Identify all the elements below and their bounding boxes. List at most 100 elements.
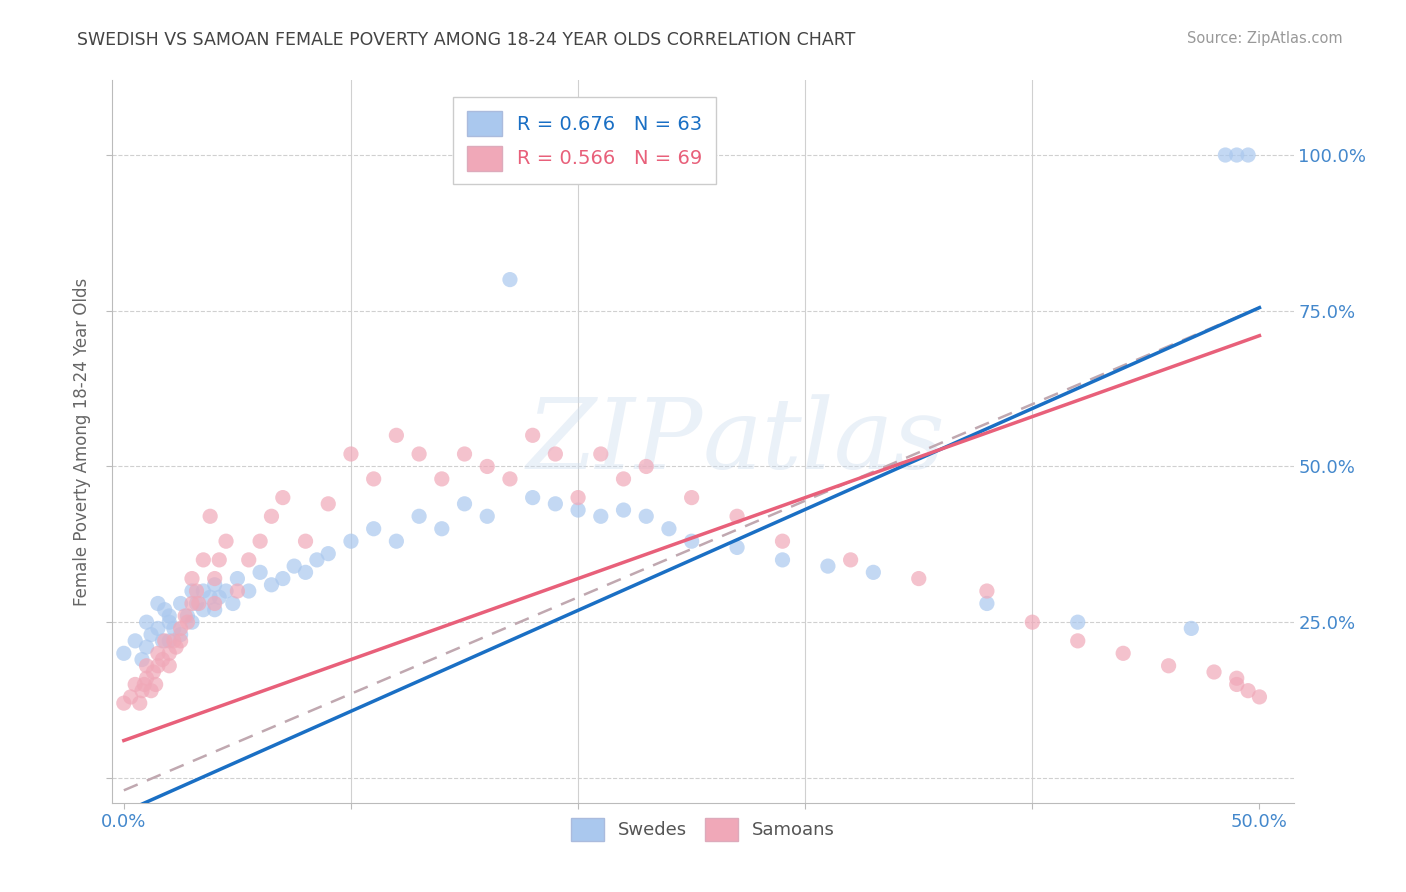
Point xyxy=(145,677,167,691)
Point xyxy=(146,646,169,660)
Point xyxy=(157,658,180,673)
Point xyxy=(215,584,238,599)
Point xyxy=(139,683,162,698)
Point xyxy=(198,509,221,524)
Point xyxy=(1249,690,1271,704)
Point xyxy=(222,597,245,611)
Point xyxy=(567,491,589,505)
Point xyxy=(1067,633,1090,648)
Point xyxy=(363,472,385,486)
Point xyxy=(271,572,294,586)
Point xyxy=(772,534,794,549)
Point xyxy=(862,566,884,580)
Point xyxy=(157,633,180,648)
Point xyxy=(1202,665,1225,679)
Point xyxy=(681,491,703,505)
Point xyxy=(499,272,522,286)
Point xyxy=(181,615,204,630)
Point xyxy=(139,627,162,641)
Point xyxy=(522,491,544,505)
Point xyxy=(316,497,339,511)
Point xyxy=(193,584,215,599)
Point xyxy=(340,447,363,461)
Y-axis label: Female Poverty Among 18-24 Year Olds: Female Poverty Among 18-24 Year Olds xyxy=(73,277,91,606)
Point xyxy=(131,683,153,698)
Point xyxy=(215,534,238,549)
Point xyxy=(1226,671,1249,685)
Point xyxy=(152,633,174,648)
Text: SWEDISH VS SAMOAN FEMALE POVERTY AMONG 18-24 YEAR OLDS CORRELATION CHART: SWEDISH VS SAMOAN FEMALE POVERTY AMONG 1… xyxy=(77,31,856,49)
Point xyxy=(208,553,231,567)
Point xyxy=(169,597,191,611)
Point xyxy=(453,447,475,461)
Point xyxy=(249,534,271,549)
Point xyxy=(658,522,681,536)
Point xyxy=(260,509,283,524)
Point xyxy=(146,658,169,673)
Point xyxy=(165,640,187,654)
Point xyxy=(142,665,165,679)
Point xyxy=(157,609,180,624)
Point xyxy=(226,572,249,586)
Point xyxy=(186,584,208,599)
Point xyxy=(1112,646,1135,660)
Point xyxy=(1226,148,1249,162)
Point xyxy=(238,584,260,599)
Point xyxy=(976,597,998,611)
Point xyxy=(522,428,544,442)
Point xyxy=(169,633,191,648)
Point xyxy=(976,584,998,599)
Point xyxy=(152,652,174,666)
Point xyxy=(408,447,430,461)
Point xyxy=(153,603,176,617)
Point xyxy=(198,591,221,605)
Point xyxy=(499,472,522,486)
Legend: Swedes, Samoans: Swedes, Samoans xyxy=(564,810,842,848)
Point xyxy=(589,509,612,524)
Point xyxy=(135,658,157,673)
Point xyxy=(1180,621,1202,635)
Point xyxy=(612,472,634,486)
Point xyxy=(725,509,748,524)
Text: atlas: atlas xyxy=(703,394,946,489)
Point xyxy=(477,509,499,524)
Point xyxy=(408,509,430,524)
Point xyxy=(260,578,283,592)
Point xyxy=(187,597,209,611)
Point xyxy=(636,509,658,524)
Point xyxy=(1067,615,1090,630)
Point xyxy=(1237,683,1260,698)
Point xyxy=(128,696,150,710)
Point xyxy=(204,603,226,617)
Point xyxy=(1237,148,1260,162)
Point xyxy=(385,428,408,442)
Point xyxy=(612,503,634,517)
Point xyxy=(193,603,215,617)
Point xyxy=(1157,658,1180,673)
Point xyxy=(226,584,249,599)
Point xyxy=(681,534,703,549)
Point xyxy=(363,522,385,536)
Point xyxy=(305,553,328,567)
Point xyxy=(725,541,748,555)
Point xyxy=(204,578,226,592)
Point xyxy=(120,690,142,704)
Point xyxy=(544,497,567,511)
Point xyxy=(176,609,198,624)
Point xyxy=(157,615,180,630)
Point xyxy=(135,615,157,630)
Point xyxy=(430,472,453,486)
Point xyxy=(181,584,204,599)
Point xyxy=(208,591,231,605)
Point xyxy=(589,447,612,461)
Point xyxy=(567,503,589,517)
Point xyxy=(316,547,339,561)
Point xyxy=(193,553,215,567)
Point xyxy=(157,646,180,660)
Point xyxy=(772,553,794,567)
Point xyxy=(544,447,567,461)
Point xyxy=(124,633,146,648)
Point xyxy=(181,572,204,586)
Point xyxy=(131,652,153,666)
Point xyxy=(817,559,839,574)
